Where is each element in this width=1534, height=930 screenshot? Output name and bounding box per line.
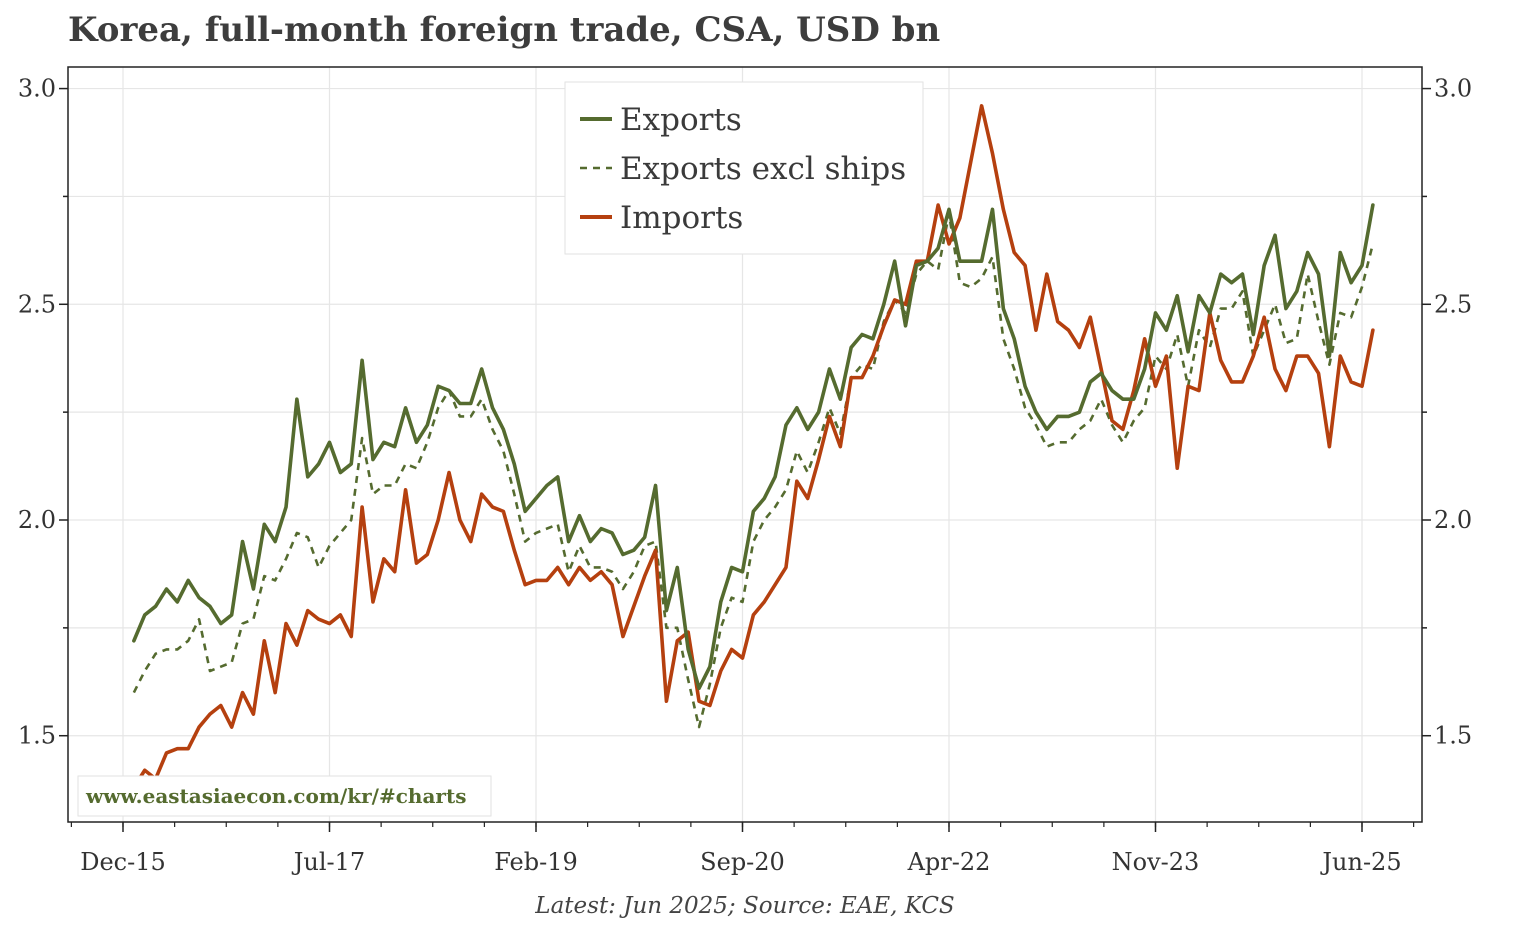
chart-title: Korea, full-month foreign trade, CSA, US… — [68, 10, 941, 50]
watermark-text: www.eastasiaecon.com/kr/#charts — [85, 784, 466, 808]
series-line-exports — [132, 203, 1375, 691]
legend-label-exports: Exports — [620, 102, 742, 138]
y-tick-label-left: 3.0 — [18, 75, 56, 103]
y-tick-label-left: 2.5 — [18, 290, 56, 318]
plot-frame — [67, 66, 1423, 823]
x-tick-label: Jul-17 — [291, 848, 365, 876]
x-tick-label: Feb-19 — [494, 848, 578, 876]
y-tick-label-left: 2.0 — [18, 506, 56, 534]
y-tick-label-right: 3.0 — [1434, 75, 1472, 103]
y-tick-label-right: 2.0 — [1434, 506, 1472, 534]
y-tick-label-right: 2.5 — [1434, 290, 1472, 318]
legend-box — [564, 81, 924, 255]
legend-label-exports-excl-ships: Exports excl ships — [620, 151, 906, 187]
y-tick-label-left: 1.5 — [18, 722, 56, 750]
grid — [68, 67, 1422, 822]
x-tick-label: Dec-15 — [80, 848, 166, 876]
y-tick-label-right: 1.5 — [1434, 722, 1472, 750]
legend-label-imports: Imports — [620, 200, 743, 236]
source-note: Latest: Jun 2025; Source: EAE, KCS — [535, 893, 955, 919]
x-tick-label: Sep-20 — [700, 848, 785, 876]
series-layer — [132, 104, 1375, 790]
x-tick-label: Jun-25 — [1319, 848, 1401, 876]
x-tick-label: Apr-22 — [907, 848, 991, 876]
axes: 1.5 1.5 2.0 2.0 2.5 2.5 3.0 3.0 Dec-15 Jul-17 Feb-… — [18, 75, 1472, 876]
watermark-box — [77, 775, 492, 817]
series-line-exports-excl-ships — [132, 212, 1375, 729]
watermark: www.eastasiaecon.com/kr/#charts — [77, 775, 492, 817]
x-tick-label: Nov-23 — [1112, 848, 1200, 876]
legend: Exports Exports excl ships Imports — [564, 81, 924, 255]
series-line-imports — [132, 104, 1375, 790]
